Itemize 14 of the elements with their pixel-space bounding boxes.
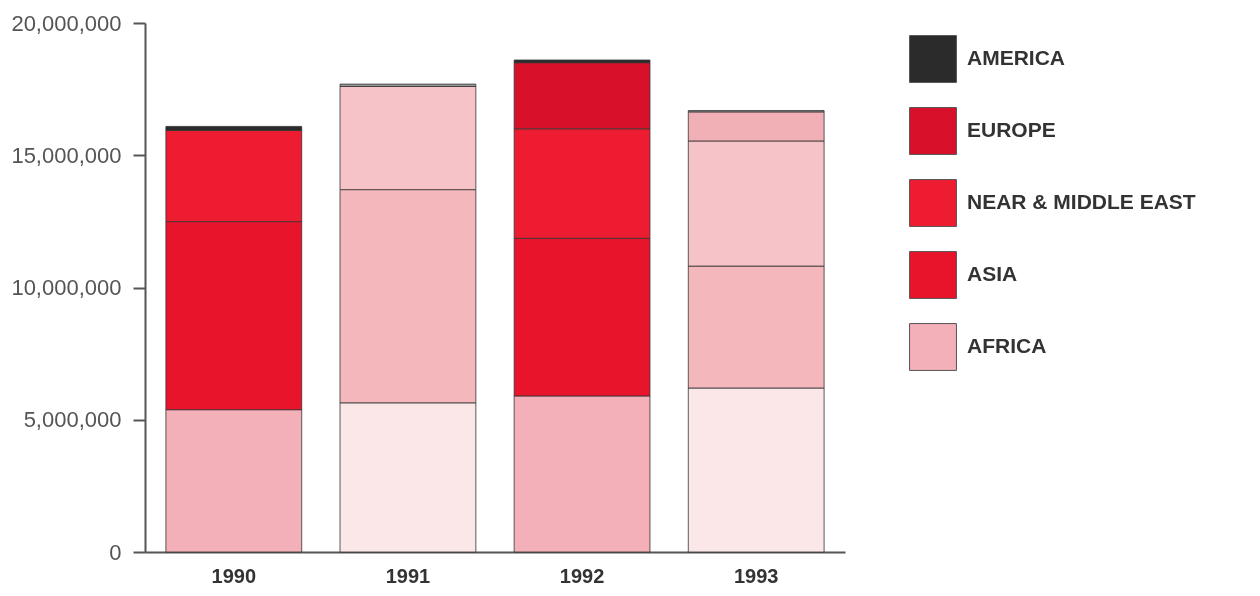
legend-label: AMERICA — [967, 46, 1065, 69]
legend-label: NEAR & MIDDLE EAST — [967, 190, 1196, 213]
y-tick-label: 5,000,000 — [23, 407, 122, 433]
x-tick-label: 1993 — [733, 564, 779, 587]
y-tick-label: 0 — [109, 539, 122, 565]
x-tick-label: 1990 — [211, 564, 257, 587]
y-tick-label: 20,000,000 — [11, 10, 122, 36]
y-tick-label: 15,000,000 — [11, 142, 122, 168]
y-tick-label: 10,000,000 — [11, 275, 122, 300]
legend-label: EUROPE — [967, 118, 1056, 141]
x-tick-label: 1992 — [559, 564, 605, 587]
x-tick-label: 1991 — [385, 564, 431, 587]
legend-label: ASIA — [967, 262, 1018, 285]
legend-label: AFRICA — [967, 334, 1047, 357]
